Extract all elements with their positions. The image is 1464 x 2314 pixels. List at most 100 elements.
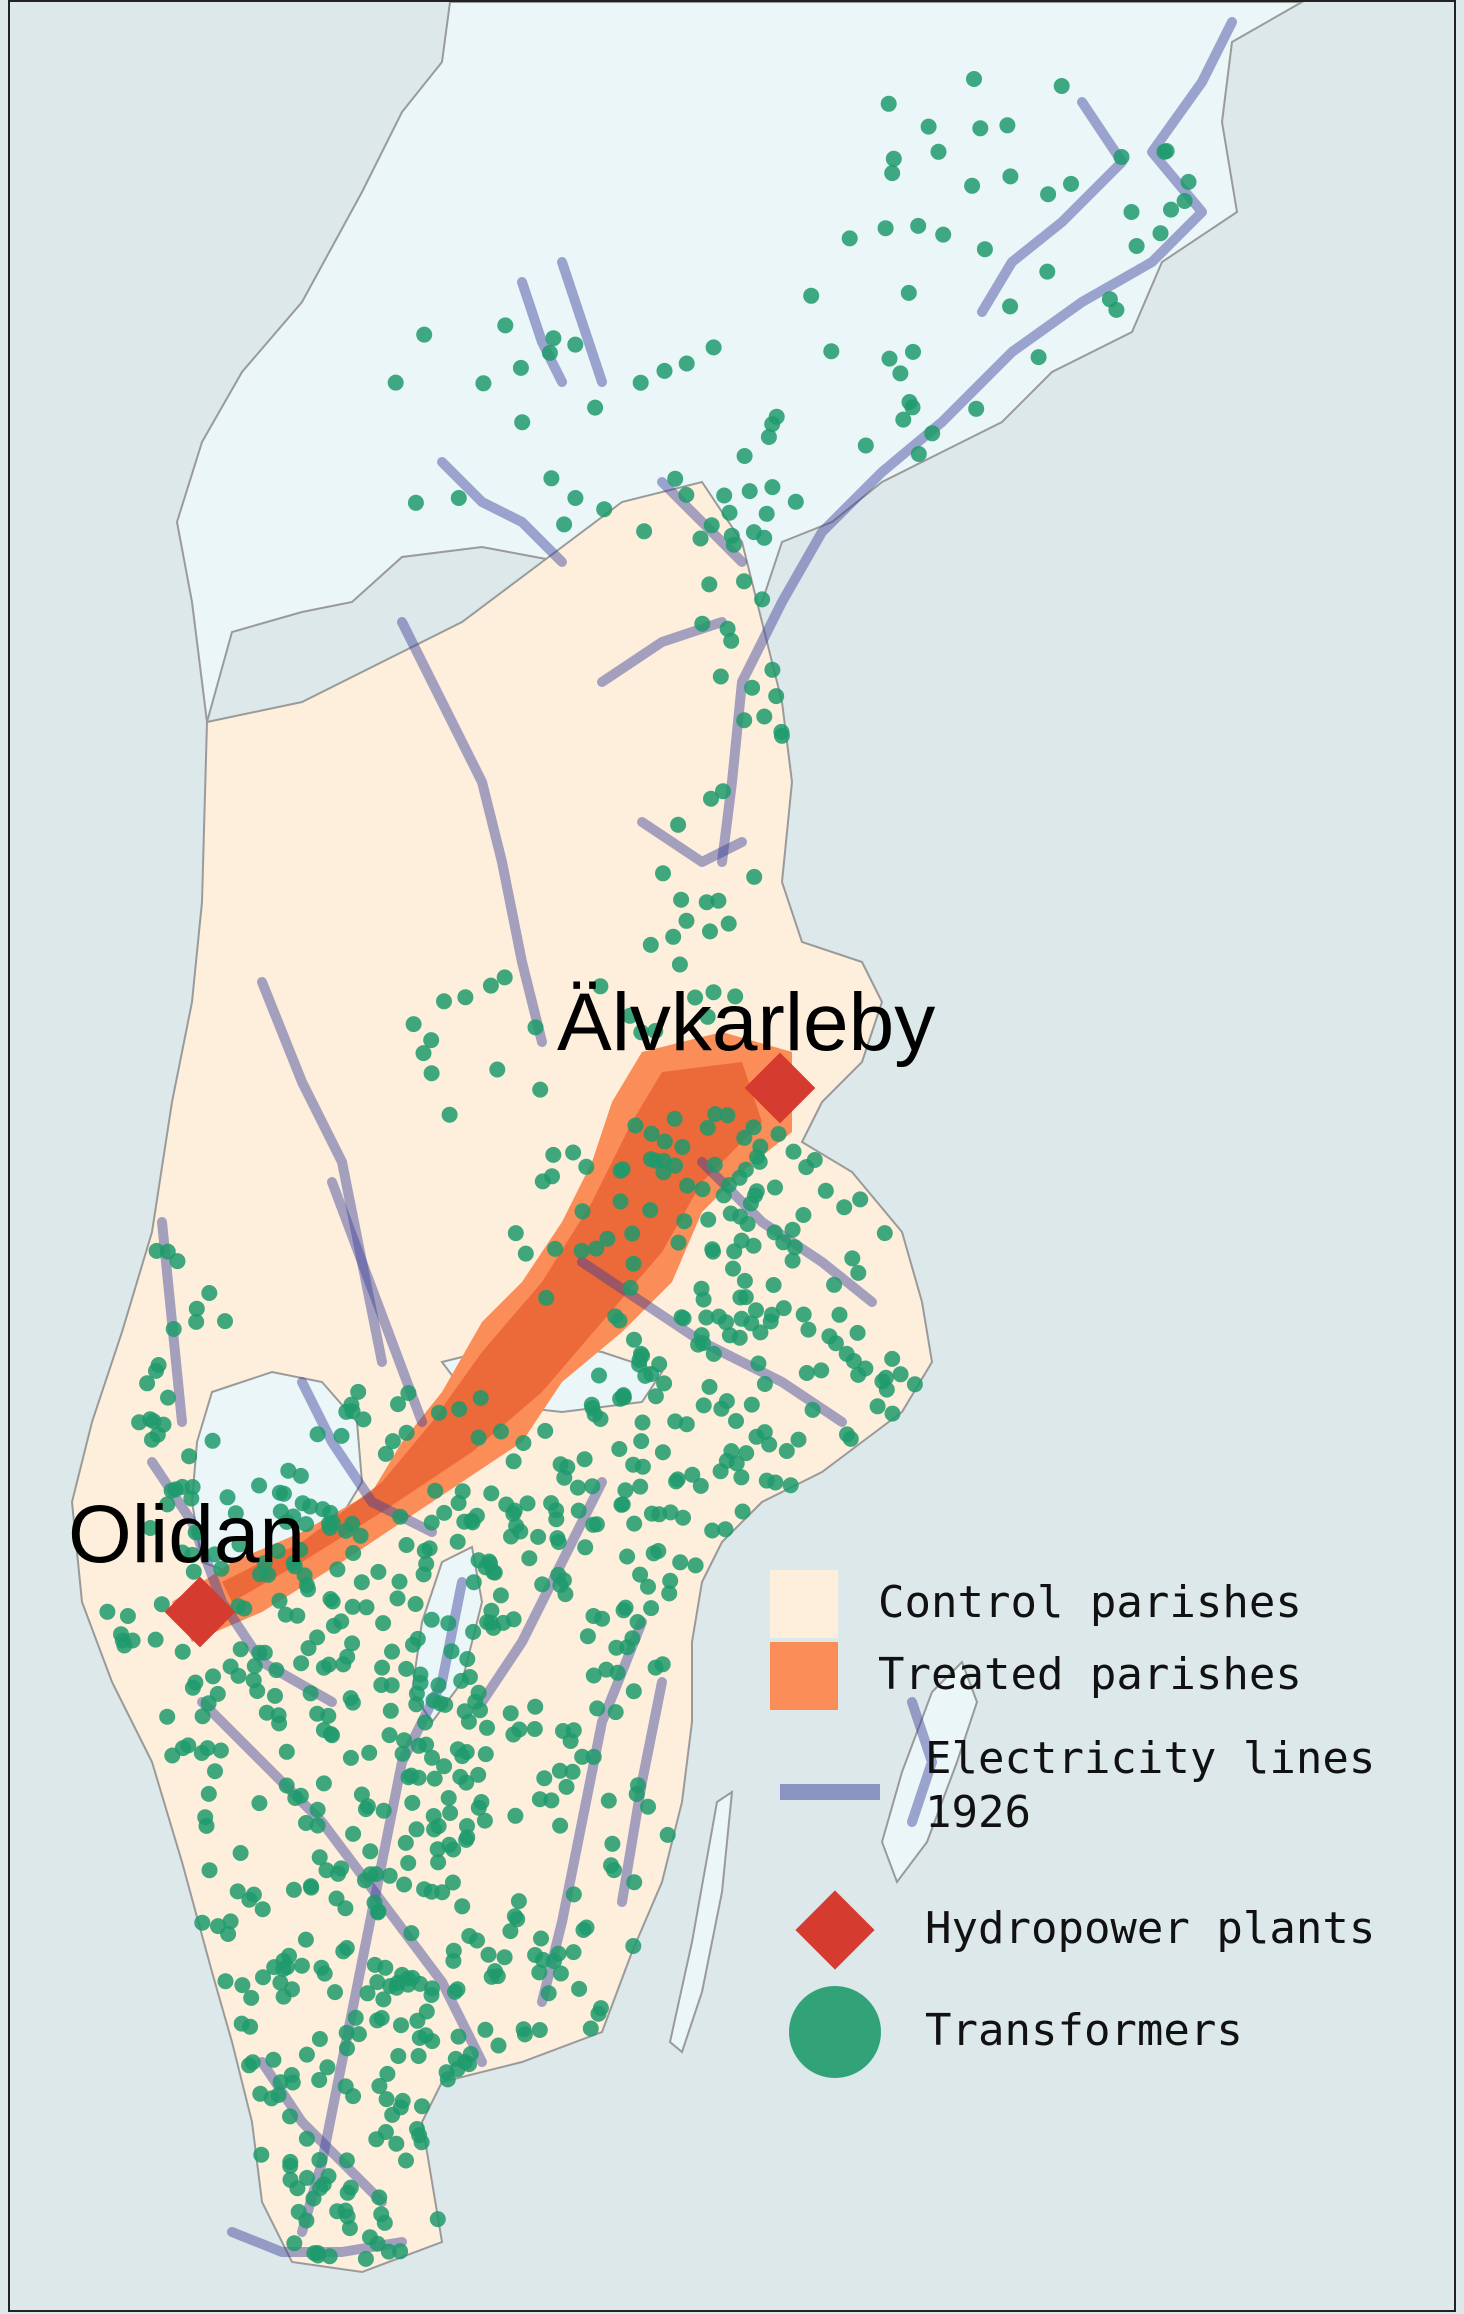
transformer-dot xyxy=(795,1207,812,1223)
transformer-dot xyxy=(368,2131,385,2148)
transformer-dot xyxy=(412,1674,429,1691)
transformer-dot xyxy=(232,1641,249,1658)
transformer-dot xyxy=(910,217,927,234)
transformer-dot xyxy=(452,1768,469,1785)
electricity-line-6 xyxy=(397,617,547,1047)
transformer-dot xyxy=(461,1928,478,1944)
transformer-dot xyxy=(279,1959,295,1976)
transformer-dot xyxy=(219,1489,236,1506)
transformer-dot xyxy=(849,1324,866,1341)
transformer-dot xyxy=(713,1400,730,1417)
transformer-dot xyxy=(394,2092,411,2109)
transformer-dot xyxy=(745,1237,762,1254)
transformer-dot xyxy=(389,1974,406,1991)
transformer-dot xyxy=(698,1309,715,1326)
transformer-dot xyxy=(357,1872,373,1889)
transformer-dot xyxy=(390,2048,407,2064)
transformer-dot xyxy=(375,1615,392,1632)
transformer-dot xyxy=(647,1388,664,1405)
transformer-dot xyxy=(459,1818,475,1834)
transformer-dot xyxy=(222,1658,239,1675)
transformer-dot xyxy=(537,1422,554,1439)
transformer-dot xyxy=(588,1240,605,1257)
transformer-dot xyxy=(384,1433,401,1450)
transformer-dot xyxy=(232,1845,249,1861)
hydropower-plants-layer xyxy=(164,1052,816,1648)
transformer-dot xyxy=(318,1862,335,1879)
transformer-dot xyxy=(459,1651,476,1667)
transformer-dot xyxy=(174,1643,191,1660)
transformer-dot xyxy=(667,1413,684,1430)
transformer-dot xyxy=(806,1152,823,1168)
transformer-dot xyxy=(1152,225,1169,242)
transformer-dot xyxy=(174,1478,191,1495)
transformer-dot xyxy=(316,1965,333,1982)
transformer-dot xyxy=(359,1985,376,2002)
transformer-dot xyxy=(444,1874,461,1891)
transformer-dot xyxy=(434,1884,451,1901)
transformer-dot xyxy=(355,1411,372,1428)
transformer-dot xyxy=(798,1365,815,1381)
transformer-dot xyxy=(625,1255,642,1272)
transformer-dot xyxy=(309,1705,326,1722)
transformer-dot xyxy=(350,1383,367,1400)
transformer-dot xyxy=(268,1662,285,1679)
transformer-dot xyxy=(869,1398,886,1415)
transformer-dot xyxy=(492,1587,509,1604)
transformer-dot xyxy=(280,1462,297,1479)
transformer-dot xyxy=(617,1482,634,1499)
transformer-dot xyxy=(483,1968,500,1985)
transformer-dot xyxy=(538,1289,555,1306)
gotland-island xyxy=(880,1660,979,1885)
transformer-dot xyxy=(559,1459,576,1476)
transformer-dot xyxy=(302,1685,319,1702)
transformer-dot xyxy=(159,1708,176,1725)
transformer-dot xyxy=(803,287,820,304)
transformer-dot xyxy=(507,1225,524,1242)
transformer-dot xyxy=(508,1517,525,1534)
transformer-dot xyxy=(507,1807,524,1824)
transformer-dot xyxy=(790,1431,807,1448)
transformer-dot xyxy=(556,516,573,533)
transformer-dot xyxy=(251,1795,268,1812)
legend-label-hydro: Hydropower plants xyxy=(925,1903,1376,1954)
transformer-dot xyxy=(748,1302,764,1319)
transformer-dot xyxy=(704,1241,721,1258)
transformer-dot xyxy=(826,1276,843,1293)
transformer-dot xyxy=(476,1812,493,1829)
transformer-dot xyxy=(353,1574,370,1591)
transformer-dot xyxy=(184,1679,201,1696)
transformer-dot xyxy=(445,1952,462,1969)
transformer-dot xyxy=(567,490,584,506)
transformer-dot xyxy=(739,1216,756,1232)
transformer-dot xyxy=(1063,175,1079,192)
transformer-dot xyxy=(884,1350,901,1367)
transformer-dot xyxy=(234,1977,251,1994)
transformer-dot xyxy=(483,1485,500,1502)
transformer-dot xyxy=(640,1578,656,1595)
transformer-dot xyxy=(243,1989,260,2006)
transformer-dot xyxy=(632,1478,649,1495)
transformer-dot xyxy=(656,1375,673,1392)
electricity-line-8 xyxy=(327,1177,387,1367)
transformer-dot xyxy=(876,1225,893,1242)
transformer-dot xyxy=(968,400,985,417)
transformer-dot xyxy=(615,1388,631,1405)
transformer-dot xyxy=(574,1203,591,1220)
legend-label-lines: Electricity lines 1926 xyxy=(925,1732,1375,1840)
transformer-dot xyxy=(728,1455,745,1472)
transformer-dot xyxy=(246,1658,263,1674)
legend-label-lines-line2: 1926 xyxy=(925,1787,1031,1838)
transformer-dot xyxy=(366,1956,383,1973)
transformer-dot xyxy=(398,1660,415,1677)
transformer-dot xyxy=(472,1390,489,1406)
transformer-dot xyxy=(625,1683,642,1700)
transformer-dot xyxy=(699,1119,716,1136)
transformer-dot xyxy=(737,1161,754,1178)
transformer-dot xyxy=(636,523,653,540)
transformer-dot xyxy=(450,490,467,506)
transformer-dot xyxy=(424,2033,441,2050)
transformer-dot xyxy=(710,1308,727,1325)
transformer-dot xyxy=(631,1352,648,1368)
transformer-dot xyxy=(881,350,898,367)
